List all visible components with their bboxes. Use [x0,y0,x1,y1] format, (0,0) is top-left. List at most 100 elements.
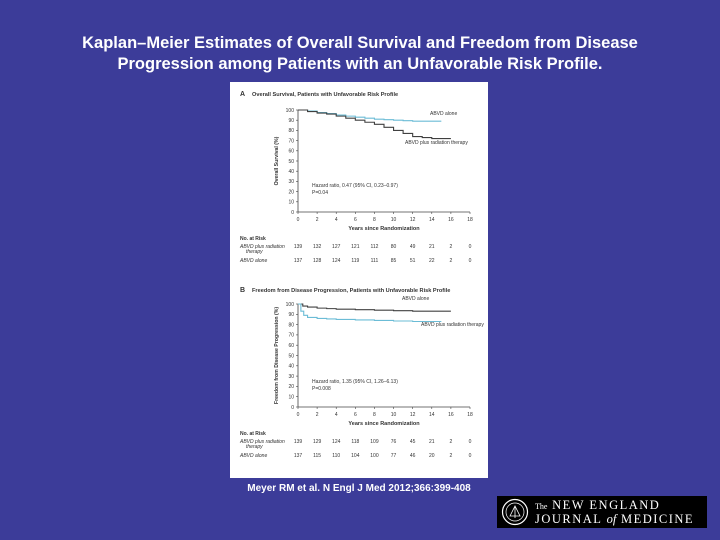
slide-title-line-2: Progression among Patients with an Unfav… [117,55,603,73]
panel-a-x-tick-label: 12 [410,217,416,223]
panel-b-x-tick-label: 14 [429,412,435,418]
panel-a-title: Overall Survival, Patients with Unfavora… [252,92,398,98]
panel-b-risk-value: 118 [351,439,359,445]
panel-b-risk-value: 2 [449,439,452,445]
panel-a-risk-row-label: ABVD alone [239,258,267,264]
panel-a-x-tick-label: 6 [354,217,357,223]
panel-b-risk-value: 110 [332,453,340,459]
panel-a-x-tick-label: 14 [429,217,435,223]
panel-a-risk-value: 2 [449,258,452,264]
panel-a-x-tick-label: 18 [467,217,473,223]
panel-a-risk-value: 21 [429,244,435,250]
journal-name-1: NEW ENGLAND [552,498,661,512]
journal-name-2b: MEDICINE [620,512,695,526]
panel-b-risk-value: 0 [469,439,472,445]
panel-a-risk-value: 111 [371,258,379,264]
journal-name-of: of [606,512,617,526]
panel-a-risk-value: 127 [332,244,341,250]
panel-a-series-name-2: ABVD plus radiation therapy [405,140,468,146]
journal-seal-icon [501,498,529,526]
panel-b-risk-row-label-cont: therapy [246,444,263,450]
panel-b-x-axis-label: Years since Randomization [348,421,420,427]
panel-b-x-tick-label: 4 [335,412,338,418]
panel-b-risk-value: 0 [469,453,472,459]
panel-a-series-line-1 [298,109,442,122]
panel-a-annotation-line-2: P=0.04 [312,190,328,196]
panel-a-series-line-2 [298,109,451,140]
panel-a-risk-value: 2 [449,244,452,250]
panel-b-y-tick-label: 90 [288,312,294,318]
panel-b-series-line-2 [298,303,442,323]
panel-a-risk-header: No. at Risk [240,236,266,242]
journal-prefix: The [535,502,548,511]
panel-a-risk-row-label-cont: therapy [246,249,263,255]
panel-b-x-tick-label: 16 [448,412,454,418]
panel-a-y-tick-label: 20 [288,189,294,195]
panel-b-risk-value: 109 [370,439,379,445]
panel-b-risk-value: 137 [294,453,303,459]
journal-logo-line-1: The NEW ENGLAND [535,498,660,513]
panel-b-risk-value: 2 [449,453,452,459]
panel-a-y-tick-label: 50 [288,159,294,165]
panel-b-y-tick-label: 60 [288,343,294,349]
panel-b-x-tick-label: 8 [373,412,376,418]
km-figure: A Overall Survival, Patients with Unfavor… [239,91,484,459]
panel-a-risk-value: 0 [469,244,472,250]
panel-b-risk-value: 139 [294,439,303,445]
panel-a-y-tick-label: 60 [288,149,294,155]
panel-b-risk-value: 45 [410,439,416,445]
journal-logo: The NEW ENGLAND JOURNAL of MEDICINE [497,496,707,528]
panel-b-risk-row-label: ABVD plus radiation [239,439,285,445]
panel-a-annotation-line-1: Hazard ratio, 0.47 (95% CI, 0.23–0.97) [312,183,398,189]
panel-a-x-tick-label: 2 [316,217,319,223]
panel-b-y-tick-label: 70 [288,333,294,339]
panel-b-y-tick-label: 100 [286,302,295,308]
panel-a-y-tick-label: 0 [291,210,294,216]
panel-a-risk-value: 22 [429,258,435,264]
panel-a-risk-value: 137 [294,258,303,264]
panel-b-x-tick-label: 18 [467,412,473,418]
panel-a-x-tick-label: 10 [391,217,397,223]
panel-a-x-axis-label: Years since Randomization [348,226,420,232]
panel-b-annotation-line-1: Hazard ratio, 1.35 (95% CI, 1.26–6.13) [312,379,398,385]
panel-b-x-tick-label: 12 [410,412,416,418]
panel-a-series-name-1: ABVD alone [430,111,457,117]
journal-name-2a: JOURNAL [535,512,602,526]
panel-b-risk-value: 104 [351,453,360,459]
panel-b-y-axis-label: Freedom from Disease Progression (%) [274,307,280,404]
panel-b-x-tick-label: 2 [316,412,319,418]
panel-a-label: A [240,91,245,98]
panel-b-series-name-2: ABVD alone [402,296,429,302]
panel-b-y-tick-label: 50 [288,353,294,359]
panel-a-y-tick-label: 100 [286,108,295,114]
panel-a-y-tick-label: 70 [288,138,294,144]
panel-b-x-tick-label: 10 [391,412,397,418]
panel-b-series-line-1 [298,303,451,312]
panel-b-x-tick-label: 6 [354,412,357,418]
panel-a-x-tick-label: 16 [448,217,454,223]
panel-a-risk-value: 128 [313,258,322,264]
panel-b-annotation-line-2: P=0.008 [312,386,331,392]
panel-a-y-tick-label: 90 [288,118,294,124]
panel-b-risk-value: 77 [391,453,397,459]
panel-a-x-tick-label: 4 [335,217,338,223]
panel-a-x-tick-label: 8 [373,217,376,223]
panel-b-y-tick-label: 0 [291,405,294,411]
figure: A Overall Survival, Patients with Unfavor… [230,82,488,478]
panel-b-risk-row-label: ABVD alone [239,453,267,459]
panel-a-risk-value: 119 [351,258,359,264]
panel-b-label: B [240,287,245,294]
panel-a-risk-value: 51 [410,258,416,264]
panel-a-risk-value: 49 [410,244,416,250]
panel-a-risk-value: 112 [370,244,378,250]
slide-title-line-1: Kaplan–Meier Estimates of Overall Surviv… [82,34,638,52]
panel-b-risk-header: No. at Risk [240,431,266,437]
panel-b-risk-value: 76 [391,439,397,445]
citation: Meyer RM et al. N Engl J Med 2012;366:39… [247,483,471,494]
panel-b-y-tick-label: 40 [288,364,294,370]
panel-b-risk-value: 115 [313,453,321,459]
panel-b-y-tick-label: 30 [288,374,294,380]
panel-a-risk-value: 85 [391,258,397,264]
panel-a-y-tick-label: 30 [288,179,294,185]
